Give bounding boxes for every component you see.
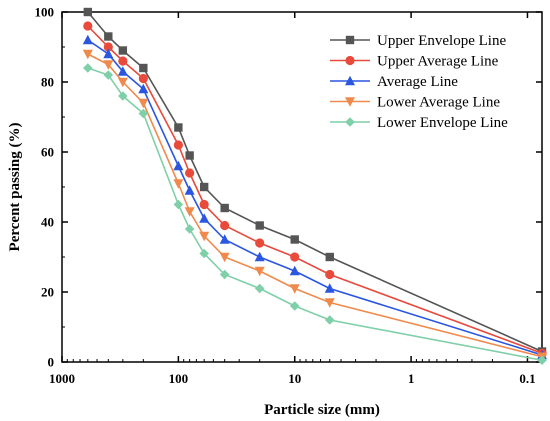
data-point <box>219 269 230 280</box>
data-point <box>138 108 149 119</box>
data-point <box>83 21 93 31</box>
data-point <box>117 77 128 88</box>
legend-label: Upper Envelope Line <box>377 33 506 49</box>
x-axis-title: Particle size (mm) <box>264 402 380 418</box>
data-point <box>324 315 335 325</box>
axes: 1000 100 10 1 0.1 0 20 40 60 80 100 <box>35 5 543 386</box>
data-point <box>103 42 113 52</box>
data-point <box>118 46 128 55</box>
data-point <box>83 7 93 17</box>
legend-item: Lower Average Line <box>330 95 500 111</box>
legend-label: Lower Envelope Line <box>377 115 508 131</box>
y-axis-title: Percent passing (%) <box>7 123 23 252</box>
data-point <box>199 248 209 259</box>
x-tick-label: 0.1 <box>519 371 535 386</box>
data-point <box>174 123 183 132</box>
data-point <box>254 266 265 277</box>
y-tick-label: 60 <box>41 145 54 160</box>
data-point <box>173 140 183 150</box>
data-point <box>254 251 265 262</box>
data-point <box>199 213 210 223</box>
data-point <box>83 63 93 73</box>
legend: Upper Envelope Line Upper Average Line Ave… <box>330 33 508 131</box>
data-point <box>199 182 209 192</box>
series-4 <box>82 49 547 362</box>
series-line <box>87 39 543 356</box>
data-point <box>82 49 93 60</box>
legend-item: Upper Envelope Line <box>330 33 506 49</box>
legend-label: Average Line <box>377 74 458 90</box>
data-point <box>173 199 184 210</box>
y-tick-label: 20 <box>41 285 54 300</box>
legend-swatch-marker <box>345 97 355 107</box>
x-tick-label: 1000 <box>49 371 75 386</box>
data-point <box>173 160 184 171</box>
data-point <box>254 283 265 294</box>
data-point <box>537 355 547 366</box>
data-point <box>184 185 195 195</box>
data-point <box>290 235 299 244</box>
legend-item: Upper Average Line <box>330 54 499 70</box>
data-point <box>325 252 334 262</box>
data-point <box>138 98 149 109</box>
legend-item: Average Line <box>330 74 458 90</box>
legend-label: Lower Average Line <box>377 95 500 111</box>
data-point <box>289 265 300 276</box>
x-tick-label: 1 <box>408 371 415 386</box>
data-point <box>139 63 148 73</box>
data-point <box>82 34 93 45</box>
data-point <box>255 221 264 230</box>
data-point <box>324 283 335 293</box>
data-point <box>199 231 210 242</box>
data-point <box>255 238 265 248</box>
data-point <box>219 252 230 263</box>
data-point <box>220 220 230 231</box>
data-point <box>117 66 128 76</box>
data-point <box>138 73 148 84</box>
data-point <box>138 83 149 94</box>
legend-label: Upper Average Line <box>377 54 499 70</box>
data-point <box>290 252 300 262</box>
data-point <box>184 207 195 217</box>
series-3 <box>82 34 547 360</box>
data-point <box>118 56 128 66</box>
data-point <box>185 151 194 160</box>
x-tick-label: 100 <box>169 371 189 386</box>
y-tick-label: 0 <box>48 355 55 370</box>
data-point <box>289 301 300 311</box>
data-point <box>185 168 195 178</box>
series-layer <box>82 7 547 366</box>
data-point <box>103 48 114 59</box>
data-point <box>104 32 113 41</box>
legend-swatch-marker <box>345 117 355 127</box>
series-line <box>87 67 543 362</box>
data-point <box>103 70 114 80</box>
data-point <box>199 199 209 210</box>
data-point <box>184 224 195 234</box>
x-tick-label: 10 <box>288 371 301 386</box>
series-line <box>87 25 543 355</box>
y-tick-label: 80 <box>41 75 54 90</box>
data-point <box>220 203 229 213</box>
y-tick-label: 40 <box>41 215 54 230</box>
legend-item: Lower Envelope Line <box>330 115 508 131</box>
legend-swatch-marker <box>345 35 355 45</box>
legend-swatch-marker <box>345 75 355 86</box>
data-point <box>219 234 230 244</box>
data-point <box>325 269 335 280</box>
data-point <box>173 179 184 189</box>
legend-swatch-marker <box>345 55 355 66</box>
series-5 <box>83 63 547 366</box>
data-point <box>324 298 335 308</box>
data-point <box>103 60 114 70</box>
series-2 <box>83 21 547 358</box>
data-point <box>118 91 128 101</box>
data-point <box>289 284 300 294</box>
y-tick-label: 100 <box>35 5 55 20</box>
